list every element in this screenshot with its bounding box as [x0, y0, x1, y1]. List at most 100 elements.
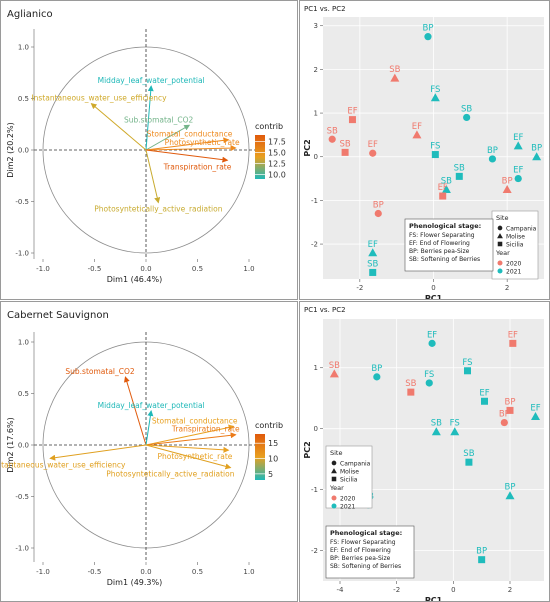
x-tick-label: 0.5 [192, 265, 203, 273]
colorbar [255, 135, 265, 179]
panel-aglianico-scatter: PC1 vs. PC2 -2 0 2 -2 -1 0 1 2 3 PC1 PC2 BP SB FS SB EF S… [299, 0, 550, 300]
stage-legend-box [325, 525, 415, 579]
x-tick-label: 0.5 [192, 568, 203, 576]
stage-legend-title: Phenological stage: [330, 529, 402, 537]
data-point [424, 33, 432, 41]
plot-area [34, 332, 259, 562]
point-label: SB [405, 379, 416, 389]
point-label: FS [424, 370, 434, 380]
y-tick-label: 0.5 [18, 95, 29, 103]
legend-site-label: Sicilia [506, 242, 524, 249]
data-point [478, 556, 486, 564]
variable-arrow [145, 432, 237, 446]
point-label: SB [389, 65, 400, 75]
data-point [431, 427, 441, 436]
y-tick-label: -2 [311, 547, 318, 555]
stage-legend-item: BP: Berries pea-Size [409, 248, 470, 255]
y-tick-label: -1 [311, 486, 318, 494]
variable-arrow [145, 85, 154, 151]
legend-year-label: 2020 [340, 496, 355, 503]
colorbar-label: 15 [268, 439, 278, 448]
legend-site-label: Molise [506, 234, 525, 241]
point-label: EF [412, 122, 422, 132]
point-label: SB [367, 259, 378, 269]
y-tick-label: 1.0 [18, 339, 29, 347]
data-point [532, 152, 542, 161]
x-tick-label: -2 [393, 586, 400, 594]
stage-legend-item: FS: Flower Separating [330, 539, 396, 546]
data-point [465, 458, 473, 466]
variable-label: Photosynthetic_rate [165, 138, 240, 147]
legend-year-marker [331, 495, 337, 501]
y-axis-label: Dim2 (20.2%) [6, 122, 15, 177]
colorbar-label: 17.5 [268, 138, 286, 147]
point-label: EF [368, 240, 378, 250]
y-tick-label: 1 [314, 364, 318, 372]
x-tick-label: 2 [508, 586, 512, 594]
stage-legend-box [404, 218, 494, 272]
point-label: SB [431, 419, 442, 429]
point-label: FS [430, 85, 440, 95]
point-label: BP [505, 397, 516, 407]
legend-year-marker [331, 503, 337, 509]
data-point [513, 141, 523, 150]
y-tick-label: 0.0 [18, 442, 29, 450]
data-point [450, 427, 460, 436]
point-label: SB [339, 139, 350, 149]
legend-site-marker [331, 476, 337, 482]
point-label: SB [461, 104, 472, 114]
data-point [425, 379, 433, 387]
y-tick-label: -1.0 [15, 250, 29, 258]
variable-label: Midday_leaf_water_potential [98, 401, 205, 410]
y-tick-label: -1 [311, 197, 318, 205]
variable-arrow [123, 376, 147, 446]
data-point [455, 172, 463, 180]
data-point [368, 248, 378, 257]
colorbar-label: 15.0 [268, 149, 286, 158]
x-tick-label: -2 [356, 284, 363, 292]
x-axis-label: Dim1 (49.3%) [107, 578, 162, 587]
variable-label: Instantaneous_water_use_efficiency [31, 94, 167, 103]
legend-year-marker [497, 260, 503, 266]
y-tick-label: -0.5 [15, 493, 29, 501]
stage-legend-item: FS: Flower Separating [409, 232, 475, 239]
colorbar-label: 5 [268, 470, 273, 479]
x-tick-label: -1.0 [36, 568, 50, 576]
variable-arrow [145, 444, 232, 470]
variable-arrow [145, 410, 154, 446]
point-label: EF [530, 403, 540, 413]
y-tick-label: -2 [311, 241, 318, 249]
data-point [441, 184, 451, 193]
y-tick-label: 2 [314, 66, 318, 74]
point-label: BP [502, 176, 513, 186]
point-label: SB [441, 176, 452, 186]
stage-legend-item: BP: Berries pea-Size [330, 555, 391, 562]
data-point [464, 367, 471, 375]
variable-label: Sub.stomatal_CO2 [124, 115, 194, 124]
colorbar [255, 434, 265, 480]
point-label: SB [454, 163, 465, 173]
point-label: BP [371, 364, 382, 374]
point-label: EF [368, 140, 378, 150]
y-axis-label: PC2 [303, 139, 312, 156]
x-tick-label: 2 [505, 284, 509, 292]
point-label: FS [430, 142, 440, 152]
legend-site-marker [497, 241, 503, 247]
point-label: BP [373, 201, 384, 211]
x-axis-label: PC1 [425, 596, 443, 601]
x-tick-label: 1.0 [243, 265, 254, 273]
data-point [431, 151, 439, 159]
legend-site-title: Site [496, 214, 508, 222]
stage-legend-item: EF: End of Flowering [409, 240, 470, 247]
variable-label: Instantaneous_water_use_efficiency [1, 460, 126, 469]
legend-site-marker [331, 468, 337, 474]
data-point [488, 155, 497, 163]
variable-label: Transpiration_rate [163, 162, 232, 171]
chart-title: Cabernet Sauvignon [7, 310, 109, 321]
point-label: EF [438, 183, 448, 193]
data-point [369, 268, 377, 276]
chart-title: Aglianico [7, 9, 53, 20]
data-point [341, 148, 349, 156]
stage-legend-item: EF: End of Flowering [330, 547, 391, 554]
stage-legend-item: SB: Softening of Berries [330, 563, 401, 570]
